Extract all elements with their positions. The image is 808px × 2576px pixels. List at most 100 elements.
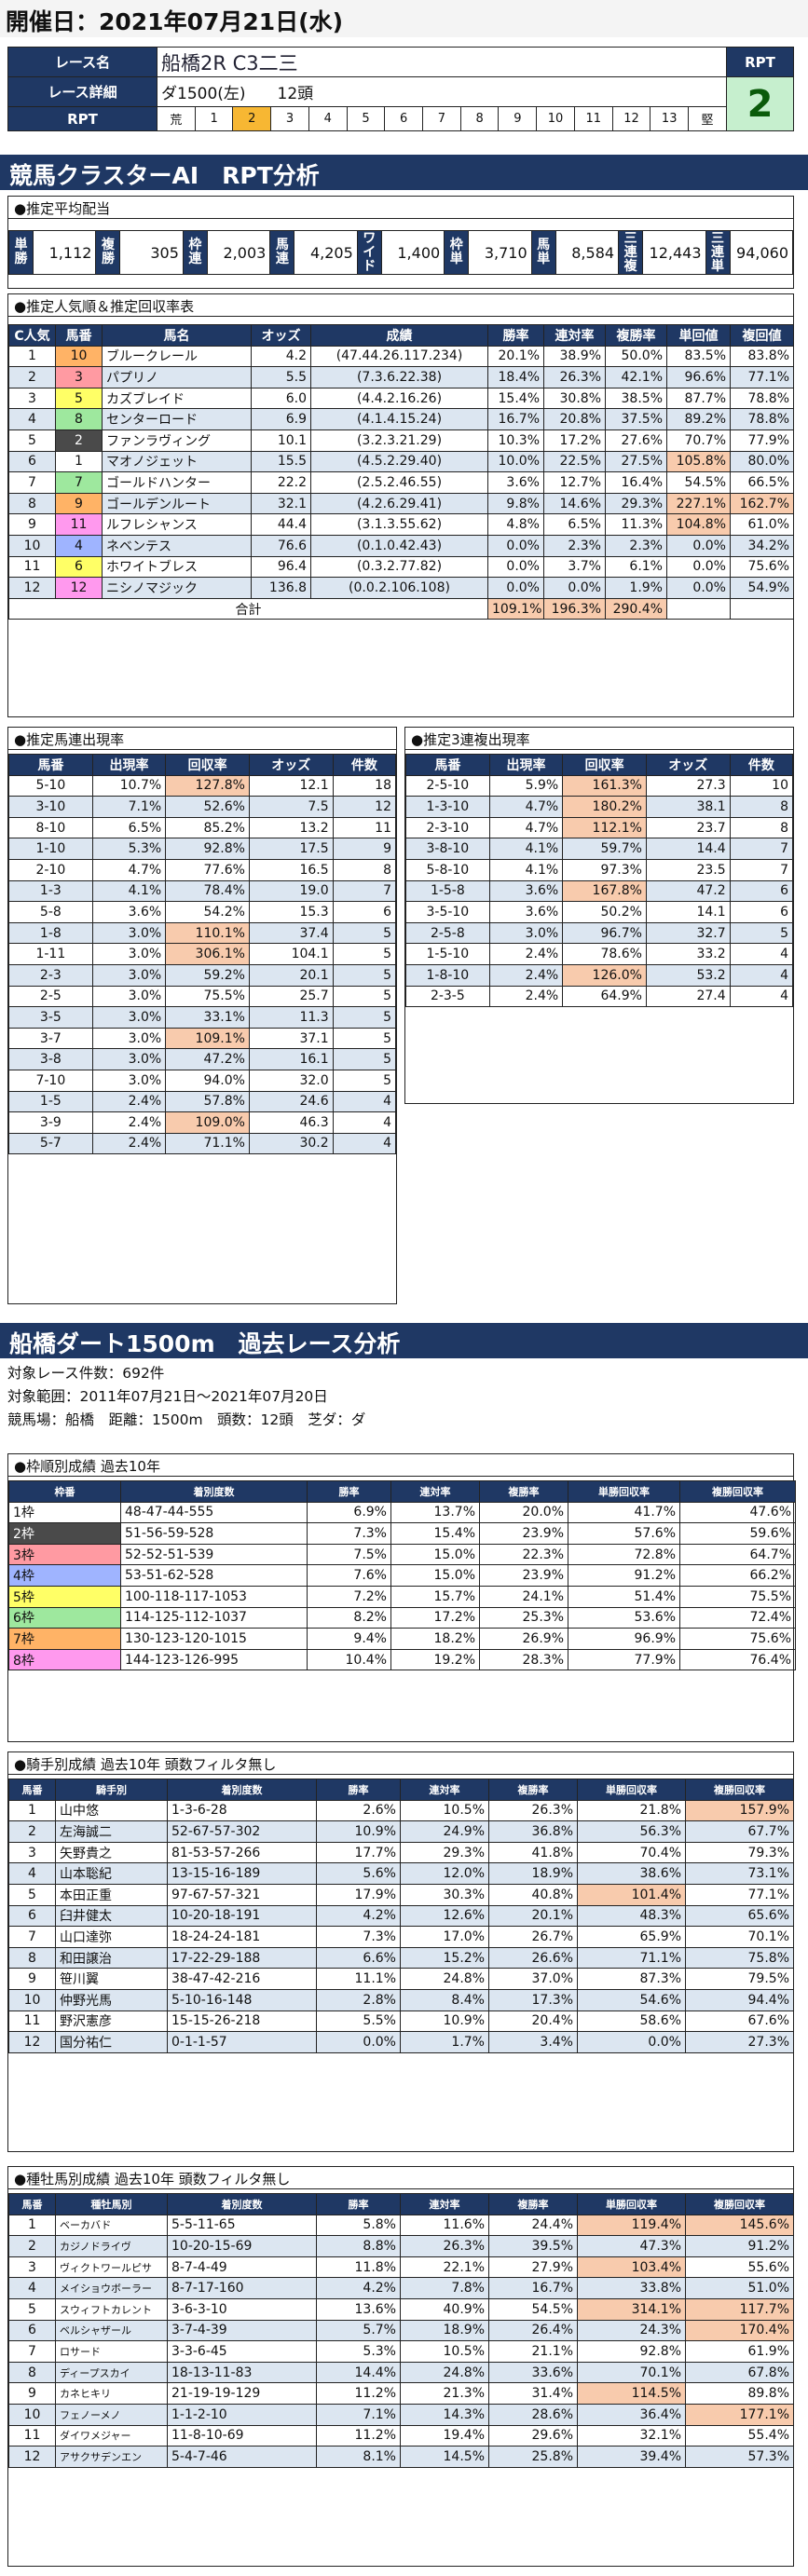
umaren-cell: 1-5 xyxy=(8,1090,93,1113)
umaren-cell: 57.8% xyxy=(165,1090,250,1113)
sanfuku-col-1: 出現率 xyxy=(488,754,564,776)
umaren-row: 3-10 7.1% 52.6% 7.5 12 xyxy=(8,796,397,818)
jockey-row: 11 野沢憲彦 15-15-26-218 5.5% 10.9% 20.4% 58.6% 67.… xyxy=(8,2010,794,2033)
pop-cell: 38.9% xyxy=(543,345,606,368)
sire-row: 1 ベーカバド 5-5-11-65 5.8% 11.6% 24.4% 119.4% 145.6… xyxy=(8,2214,794,2237)
popularity-table: C人気 馬番 馬名 オッズ 成績 勝率 連対率 複勝率 単回値 複回値 1 10 ブルークレール 4.2(… xyxy=(8,324,794,620)
umaren-cell: 104.1 xyxy=(248,943,334,965)
sire-cell: 11.8% xyxy=(316,2256,401,2279)
jockey-cell: 17.0% xyxy=(400,1926,489,1948)
jockey-cell: 24.9% xyxy=(400,1820,489,1843)
avg-value-6: 8,584 xyxy=(555,230,620,275)
pop-row: 1 10 ブルークレール 4.2 (47.44.26.117.234) 20.1% 38.9… xyxy=(8,345,794,368)
jockey-cell: 和田譲治 xyxy=(55,1946,168,1969)
sire-cell: ディープスカイ xyxy=(55,2361,168,2384)
waku-cell: 47.6% xyxy=(679,1501,796,1524)
pop-cell: 2 xyxy=(8,366,56,388)
popularity-box: ●推定人気順＆推定回収率表 C人気 馬番 馬名 オッズ 成績 勝率 連対率 複勝率 単回値 複回値… xyxy=(7,293,794,717)
pop-total-empty-1 xyxy=(666,597,731,620)
umaren-cell: 25.7 xyxy=(248,985,334,1008)
pop-cell: (3.1.3.55.62) xyxy=(310,513,488,536)
jockey-cell: 2.6% xyxy=(316,1799,401,1822)
waku-cell: 25.3% xyxy=(479,1606,568,1629)
sire-cell: 8.1% xyxy=(316,2446,401,2468)
sanfuku-col-0: 馬番 xyxy=(405,754,490,776)
waku-col-1: 着別度数 xyxy=(120,1480,308,1503)
waku-cell: 13.7% xyxy=(390,1501,480,1524)
sanfuku-cell: 14.4 xyxy=(645,838,731,860)
jockey-cell: 73.1% xyxy=(685,1862,794,1885)
sire-cell: 3-6-3-10 xyxy=(167,2297,317,2321)
sanfuku-cell: 7 xyxy=(729,838,794,860)
sire-cell: 51.0% xyxy=(685,2277,794,2299)
jockey-col-6: 単勝回収率 xyxy=(577,1779,686,1801)
rpt-scale-7: 7 xyxy=(422,106,461,131)
sanfuku-cell: 27.4 xyxy=(645,985,731,1008)
umaren-cell: 18 xyxy=(332,774,397,797)
jockey-cell: 30.3% xyxy=(400,1883,489,1906)
jockey-cell: 101.4% xyxy=(577,1883,686,1906)
umaren-row: 1-3 4.1% 78.4% 19.0 7 xyxy=(8,879,397,903)
sanfuku-cell: 3.6% xyxy=(488,901,564,923)
pop-cell: パプリノ xyxy=(102,366,252,388)
sanfuku-cell: 33.2 xyxy=(645,943,731,965)
jockey-col-7: 複勝回収率 xyxy=(685,1779,794,1801)
sanfuku-cell: 59.7% xyxy=(562,838,647,860)
sire-cell: 13.6% xyxy=(316,2297,401,2321)
avg-key-4: ワイド xyxy=(356,230,382,275)
sanfuku-cell: 2.4% xyxy=(488,963,564,987)
pop-cell: 14.6% xyxy=(543,492,606,515)
sanfuku-cell: 4 xyxy=(729,963,794,987)
umaren-cell: 75.5% xyxy=(165,985,250,1008)
sanfuku-cell: 4.7% xyxy=(488,796,564,818)
jockey-header-row: 馬番 騎手別 着別度数 勝率 連対率 複勝率 単勝回収率 複勝回収率 xyxy=(8,1779,794,1801)
sire-row: 5 スウィフトカレント 3-6-3-10 13.6% 40.9% 54.5% 314.1% 1… xyxy=(8,2297,794,2321)
waku-cell: 53.6% xyxy=(568,1606,680,1629)
pop-cell: 8 xyxy=(8,492,56,515)
sire-cell: カジノドライヴ xyxy=(55,2235,168,2257)
pop-cell: 2.3% xyxy=(605,534,667,557)
jockey-cell: 79.5% xyxy=(685,1968,794,1990)
sanfuku-cell: 97.3% xyxy=(562,858,647,881)
pop-cell: 96.4 xyxy=(251,555,311,579)
pop-cell: 26.3% xyxy=(543,366,606,388)
umaren-cell: 8-10 xyxy=(8,816,93,839)
waku-cell: 114-125-112-1037 xyxy=(120,1606,308,1629)
sanfuku-cell: 167.8% xyxy=(562,879,647,903)
waku-cell: 10.4% xyxy=(307,1648,391,1671)
pop-cell: 10.3% xyxy=(487,429,544,452)
pop-cell: 5.5 xyxy=(251,366,311,388)
pop-cell: 2 xyxy=(55,429,103,452)
pop-col-4: 成績 xyxy=(310,324,488,347)
waku-cell: 8枠 xyxy=(8,1648,121,1671)
waku-cell: 15.0% xyxy=(390,1543,480,1566)
pop-cell: 2.3% xyxy=(543,534,606,557)
umaren-cell: 5.3% xyxy=(91,838,167,860)
pop-cell: 22.5% xyxy=(543,450,606,473)
sanfuku-cell: 3-5-10 xyxy=(405,901,490,923)
umaren-cell: 3.0% xyxy=(91,1048,167,1070)
waku-cell: 17.2% xyxy=(390,1606,480,1629)
sanfuku-cell: 8 xyxy=(729,796,794,818)
sire-cell: 8-7-4-49 xyxy=(167,2256,317,2279)
umaren-cell: 9 xyxy=(332,838,397,860)
pop-cell: 11.3% xyxy=(605,513,667,536)
jockey-cell: 9 xyxy=(8,1968,56,1990)
waku-cell: 24.1% xyxy=(479,1585,568,1608)
pop-cell: 5 xyxy=(55,387,103,410)
waku-cell: 72.4% xyxy=(679,1606,796,1629)
sire-cell: アサクサデンエン xyxy=(55,2446,168,2468)
sanfuku-cell: 10 xyxy=(729,774,794,797)
umaren-cell: 7.1% xyxy=(91,796,167,818)
waku-row: 1枠 48-47-44-555 6.9% 13.7% 20.0% 41.7% 47.6% xyxy=(8,1501,796,1524)
pop-row: 8 9 ゴールデンルート 32.1 (4.2.6.29.41) 9.8% 14.6% 29.3… xyxy=(8,492,794,515)
pop-cell: ゴールドハンター xyxy=(102,471,252,494)
sire-cell: 57.3% xyxy=(685,2446,794,2468)
sire-cell: 39.4% xyxy=(577,2446,686,2468)
sanfuku-cell: 6 xyxy=(729,879,794,903)
jockey-cell: 笹川翼 xyxy=(55,1968,168,1990)
umaren-col-1: 出現率 xyxy=(91,754,167,776)
pop-cell: 10 xyxy=(55,345,103,368)
umaren-row: 1-11 3.0% 306.1% 104.1 5 xyxy=(8,943,397,965)
sire-cell: 8.8% xyxy=(316,2235,401,2257)
